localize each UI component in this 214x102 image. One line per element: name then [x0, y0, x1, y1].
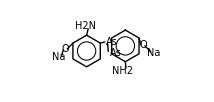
Text: As: As [110, 48, 122, 58]
Text: Na: Na [52, 52, 65, 62]
Text: O: O [61, 44, 69, 54]
Text: NH2: NH2 [112, 66, 133, 76]
Text: H2N: H2N [75, 21, 96, 31]
Text: O: O [139, 40, 147, 50]
Text: Na: Na [147, 48, 161, 58]
Text: As: As [106, 37, 117, 47]
